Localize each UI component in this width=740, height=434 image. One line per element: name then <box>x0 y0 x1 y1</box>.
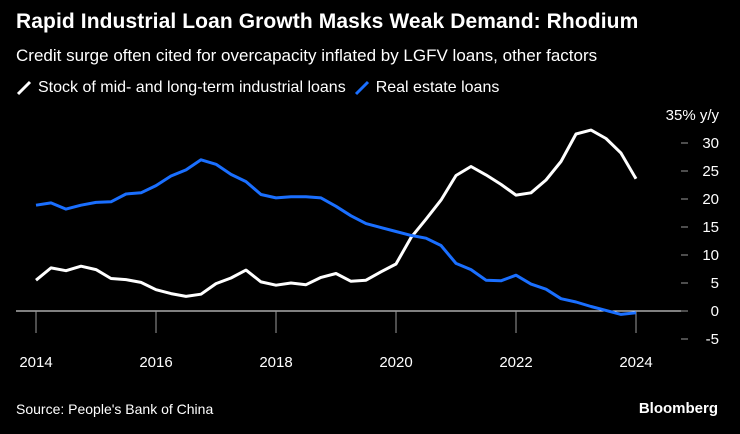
series-line-real-estate-loans <box>35 158 637 316</box>
legend: Stock of mid- and long-term industrial l… <box>16 79 507 97</box>
x-tick-label: 2020 <box>379 354 412 371</box>
bloomberg-logo: Bloomberg <box>638 400 718 417</box>
legend-swatch-industrial <box>16 80 32 96</box>
source-note: Source: People's Bank of China <box>16 401 214 417</box>
y-tick-label: 5 <box>711 275 719 292</box>
axes: 35% y/y 30 25 20 15 10 5 0 -5 2014 2016 2018 2020 202… <box>16 107 719 371</box>
x-tick-label: 2018 <box>259 354 292 371</box>
chart-title: Rapid Industrial Loan Growth Masks Weak … <box>16 10 639 33</box>
x-tick-label: 2014 <box>19 354 52 371</box>
y-tick-label: 20 <box>702 191 719 208</box>
legend-item-industrial: Stock of mid- and long-term industrial l… <box>16 79 346 97</box>
legend-label-industrial: Stock of mid- and long-term industrial l… <box>38 79 346 96</box>
x-tick-label: 2016 <box>139 354 172 371</box>
y-tick-label: 30 <box>702 135 719 152</box>
y-tick-label: -5 <box>706 331 719 348</box>
y-tick-label: 15 <box>702 219 719 236</box>
series-layer <box>35 128 638 316</box>
y-tick-label: 35% y/y <box>666 107 720 124</box>
series-line-industrial-loans <box>35 128 638 298</box>
legend-label-real-estate: Real estate loans <box>375 79 500 96</box>
legend-swatch-real-estate <box>354 80 369 96</box>
x-tick-label: 2022 <box>499 354 532 371</box>
y-tick-label: 25 <box>702 163 719 180</box>
y-tick-label: 10 <box>702 247 719 264</box>
y-tick-label: 0 <box>711 303 719 320</box>
x-tick-label: 2024 <box>619 354 652 371</box>
chart-subtitle: Credit surge often cited for overcapacit… <box>16 46 598 65</box>
legend-item-real-estate: Real estate loans <box>354 79 500 97</box>
